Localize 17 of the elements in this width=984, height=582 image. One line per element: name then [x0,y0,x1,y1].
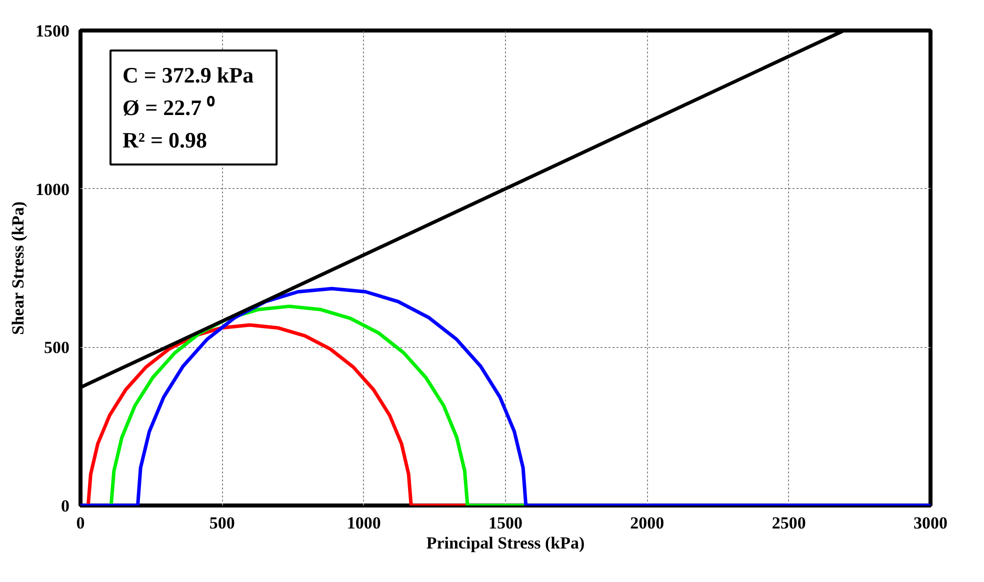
y-tick-label: 500 [44,338,70,358]
x-tick-label: 2000 [630,514,664,532]
y-axis-title: Shear Stress (kPa) [8,201,28,335]
x-tick-label: 3000 [914,514,948,532]
x-tick-label: 0 [76,514,85,532]
annotation: R² = 0.98 [122,128,208,152]
annotation: Ø = 22.7 ⁰ [122,95,216,120]
x-tick-label: 500 [209,514,235,532]
x-tick-label: 1500 [488,514,522,532]
y-tick-label: 1500 [36,22,70,40]
x-tick-label: 1000 [346,514,381,532]
line-series [80,286,930,506]
annotation: C = 372.9 kPa [122,62,254,88]
y-tick-label: 0 [61,496,70,516]
y-tick-label: 1000 [36,180,70,199]
x-axis-title: Principal Stress (kPa) [426,534,585,552]
x-tick-label: 2500 [772,514,806,532]
